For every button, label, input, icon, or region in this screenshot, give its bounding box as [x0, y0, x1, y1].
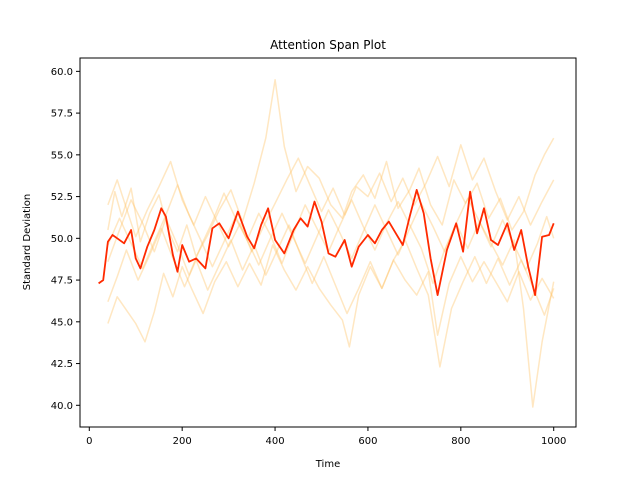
y-tick-label: 47.5	[51, 276, 73, 287]
run-series-line-3	[107, 192, 555, 408]
y-tick-label: 57.5	[51, 109, 73, 120]
x-tick-label: 600	[358, 436, 377, 447]
y-tick-label: 52.5	[51, 192, 73, 203]
background-runs	[107, 78, 555, 408]
chart-title: Attention Span Plot	[270, 38, 386, 52]
x-tick-label: 1000	[541, 436, 566, 447]
plot-frame	[79, 57, 577, 428]
y-tick-label: 45.0	[51, 317, 73, 328]
run-series-line-4	[107, 144, 555, 253]
mean-series-line	[98, 188, 555, 297]
x-tick-label: 200	[173, 436, 192, 447]
y-tick-label: 50.0	[51, 234, 73, 245]
run-series-line-6	[107, 184, 555, 271]
x-axis-ticks: 0 200 400 600 800 1000	[86, 427, 566, 447]
y-tick-label: 42.5	[51, 359, 73, 370]
run-series-line-2	[107, 244, 555, 348]
x-axis-label: Time	[315, 459, 340, 470]
x-tick-label: 0	[86, 436, 92, 447]
y-axis-label: Standard Deviation	[22, 194, 33, 291]
y-tick-label: 55.0	[51, 150, 73, 161]
y-tick-label: 60.0	[51, 67, 73, 78]
y-axis-ticks: 40.0 42.5 45.0 47.5 50.0 52.5 55.0 57.5 60.0	[51, 67, 80, 412]
mean-series	[98, 188, 555, 297]
x-tick-label: 800	[451, 436, 470, 447]
y-tick-label: 40.0	[51, 401, 73, 412]
run-series-line-5	[107, 224, 555, 368]
x-tick-label: 400	[266, 436, 285, 447]
